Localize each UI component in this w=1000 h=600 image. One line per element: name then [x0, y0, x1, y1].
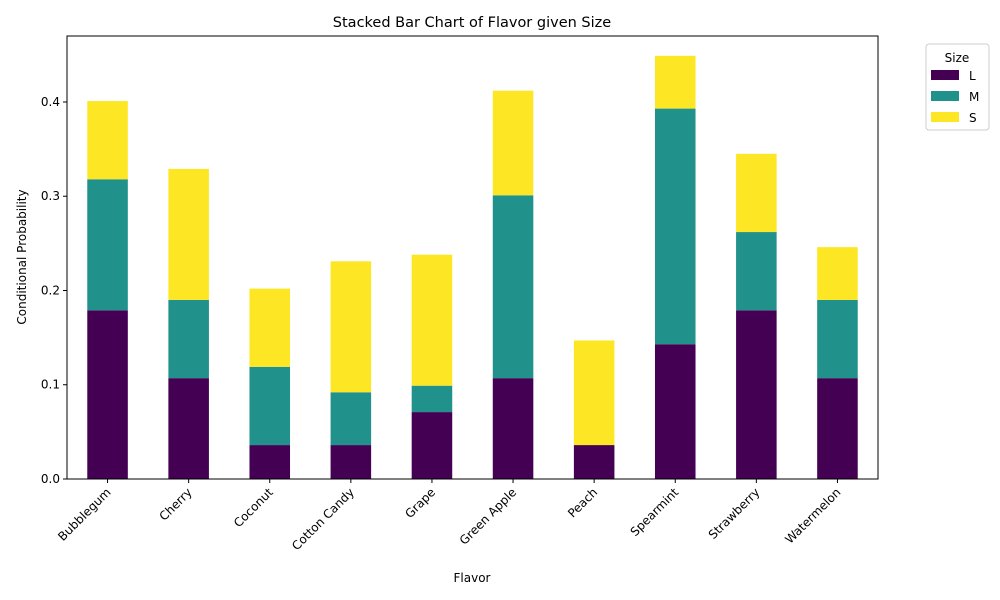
x-axis: Bubblegum Cherry Coconut Cotton Candy Grape G…: [55, 479, 844, 553]
legend-label: S: [969, 111, 977, 125]
bar-segment: [87, 101, 128, 180]
bar-segment: [654, 55, 696, 109]
y-tick-label: 0.2: [41, 283, 60, 297]
x-tick-label: Green Apple: [457, 485, 519, 547]
y-tick-label: 0.1: [41, 378, 60, 392]
bar-segment: [168, 378, 209, 479]
x-axis-title: Flavor: [454, 571, 491, 585]
legend-title: Size: [945, 51, 970, 65]
y-tick-label: 0.4: [41, 95, 60, 109]
x-tick-label: Cotton Candy: [289, 485, 357, 553]
bar-segment: [492, 378, 534, 479]
x-tick-label: Bubblegum: [55, 485, 113, 543]
bars-group: [87, 55, 858, 479]
legend-frame: [925, 43, 990, 131]
bar-segment: [330, 392, 372, 446]
legend: Size LMS: [925, 43, 990, 131]
bar-segment: [411, 412, 453, 479]
bar-segment: [817, 247, 858, 300]
bar-segment: [87, 179, 128, 311]
bar-segment: [492, 90, 534, 196]
bar-segment: [817, 299, 858, 379]
x-tick-label: Spearmint: [628, 485, 682, 539]
bar-segment: [411, 385, 453, 413]
legend-label: M: [969, 90, 979, 104]
bar-segment: [249, 288, 291, 367]
legend-swatch: [931, 70, 959, 80]
x-tick-label: Grape: [402, 485, 438, 521]
bar-segment: [249, 445, 291, 479]
bar-segment: [817, 378, 858, 479]
bar-segment: [411, 254, 453, 386]
bar-segment: [736, 310, 777, 479]
bar-segment: [736, 153, 777, 233]
bar-segment: [168, 299, 209, 379]
bar-segment: [736, 232, 777, 311]
legend-label: L: [969, 69, 976, 83]
bar-segment: [330, 445, 372, 479]
chart-title: Stacked Bar Chart of Flavor given Size: [333, 15, 611, 31]
x-tick-label: Watermelon: [782, 485, 843, 546]
x-tick-label: Peach: [565, 485, 600, 520]
x-tick-label: Strawberry: [706, 485, 763, 542]
bar-segment: [654, 108, 696, 345]
bar-segment: [87, 310, 128, 479]
y-tick-label: 0.0: [41, 472, 60, 486]
y-tick-label: 0.3: [41, 189, 60, 203]
y-axis: 0.0 0.1 0.2 0.3 0.4: [41, 95, 67, 486]
bar-segment: [492, 195, 534, 379]
bar-segment: [573, 445, 615, 479]
bar-segment: [330, 261, 372, 393]
bar-segment: [654, 344, 696, 479]
bar-segment: [168, 168, 209, 300]
y-axis-title: Conditional Probability: [15, 189, 29, 324]
x-tick-label: Coconut: [231, 485, 276, 530]
legend-swatch: [931, 91, 959, 101]
bar-segment: [573, 340, 615, 446]
legend-swatch: [931, 112, 959, 122]
x-tick-label: Cherry: [156, 485, 194, 523]
bar-segment: [249, 366, 291, 446]
legend-items: LMS: [931, 69, 979, 125]
plot-frame: [66, 35, 879, 480]
